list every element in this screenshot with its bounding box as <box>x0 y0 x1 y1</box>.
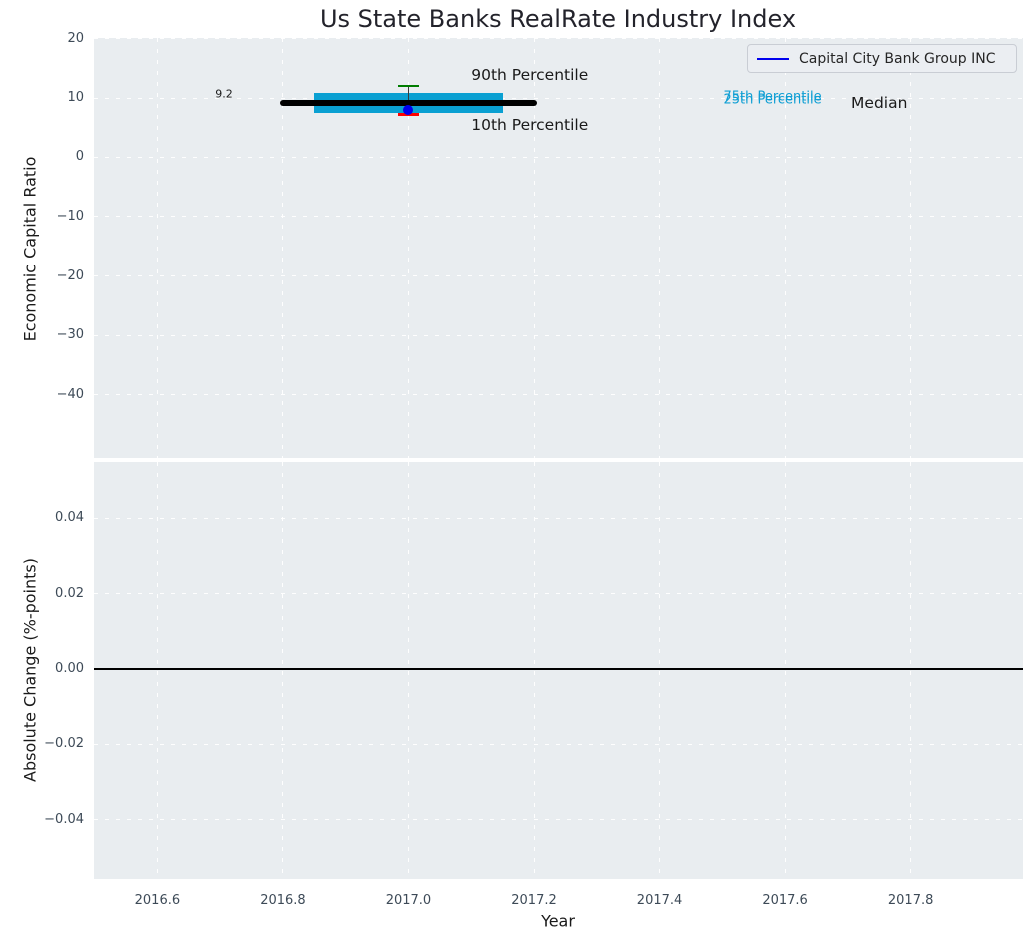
gridline-x <box>156 462 158 879</box>
gridline-y <box>94 38 1023 40</box>
axes-economic-capital-ratio <box>94 38 1023 458</box>
x-tick-label: 2017.6 <box>762 893 808 908</box>
gridline-y <box>94 156 1023 158</box>
median-line <box>279 99 538 106</box>
gridline-x <box>784 38 786 458</box>
p90-whisker-cap <box>398 84 419 88</box>
annotation-median-value: 9.2 <box>215 87 233 101</box>
gridline-x <box>533 38 535 458</box>
legend-line-sample <box>757 57 789 60</box>
y-tick-label: 0.02 <box>55 585 84 601</box>
x-axis-label: Year <box>541 911 575 931</box>
annotation-10th-percentile: 10th Percentile <box>471 115 589 134</box>
gridline-x <box>282 462 284 879</box>
gridline-x <box>282 38 284 458</box>
y-axis-label-top: Economic Capital Ratio <box>20 156 40 342</box>
zero-line <box>94 667 1023 670</box>
x-tick-label: 2017.0 <box>385 893 432 908</box>
gridline-x <box>407 38 409 458</box>
gridline-y <box>94 593 1023 595</box>
annotation-median: Median <box>851 94 908 113</box>
company-point <box>403 105 414 116</box>
y-tick-label: −0.02 <box>44 736 84 752</box>
gridline-x <box>784 462 786 879</box>
gridline-y <box>94 819 1023 821</box>
annotation-25th-percentile: 25th Percentile <box>723 92 822 108</box>
y-tick-label: −20 <box>56 267 84 283</box>
gridline-y <box>94 275 1023 277</box>
y-tick-label: −0.04 <box>44 811 84 827</box>
gridline-x <box>407 462 409 879</box>
y-tick-label: −10 <box>56 208 84 224</box>
x-tick-label: 2017.8 <box>887 893 934 908</box>
x-tick-label: 2016.6 <box>134 893 181 908</box>
gridline-x <box>910 38 912 458</box>
gridline-x <box>659 462 661 879</box>
gridline-x <box>533 462 535 879</box>
x-tick-label: 2016.8 <box>260 893 306 908</box>
y-tick-label: −30 <box>56 327 84 343</box>
gridline-x <box>910 462 912 879</box>
annotation-75th-percentile: 75th Percentile <box>723 89 822 105</box>
y-tick-label: 0.00 <box>55 660 84 676</box>
gridline-x <box>659 38 661 458</box>
legend: Capital City Bank Group INC <box>747 44 1017 73</box>
chart-title: Us State Banks RealRate Industry Index <box>319 5 797 33</box>
y-tick-label: 20 <box>67 30 84 46</box>
y-tick-label: 0.04 <box>55 510 84 526</box>
legend-label: Capital City Bank Group INC <box>799 50 996 67</box>
y-tick-label: 10 <box>67 90 84 106</box>
gridline-y <box>94 334 1023 336</box>
axes-absolute-change <box>94 462 1023 879</box>
gridline-y <box>94 97 1023 99</box>
y-tick-label: −40 <box>56 386 84 402</box>
gridline-x <box>156 38 158 458</box>
annotation-90th-percentile: 90th Percentile <box>471 65 589 84</box>
gridline-y <box>94 216 1023 218</box>
x-tick-label: 2017.4 <box>636 893 683 908</box>
gridline-y <box>94 743 1023 745</box>
gridline-y <box>94 517 1023 519</box>
y-tick-label: 0 <box>75 149 84 165</box>
x-tick-label: 2017.2 <box>511 893 557 908</box>
gridline-y <box>94 394 1023 396</box>
